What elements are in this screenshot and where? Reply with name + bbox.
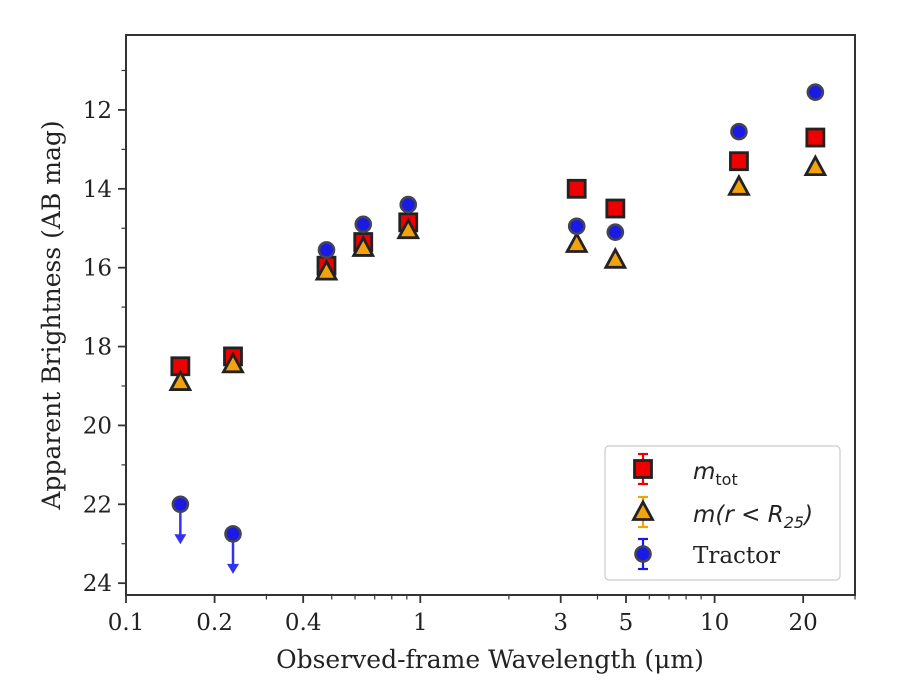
tractor-point bbox=[806, 83, 825, 101]
legend: mtot m(r < R25) Tractor bbox=[604, 445, 841, 581]
legend-entry-mr25: m(r < R25) bbox=[693, 502, 813, 532]
tractor-point bbox=[224, 525, 242, 543]
tractor-point bbox=[567, 217, 586, 236]
mr25-point bbox=[727, 173, 751, 196]
y-tick-label: 18 bbox=[83, 335, 112, 361]
y-axis-label: Apparent Brightness (AB mag) bbox=[37, 120, 66, 510]
x-tick-label: 3 bbox=[553, 610, 568, 636]
y-axis: 12 14 16 18 20 22 24 bbox=[83, 69, 126, 597]
legend-mr25-tail: ) bbox=[802, 502, 813, 528]
tractor-point bbox=[317, 241, 336, 259]
x-tick-label: 10 bbox=[700, 610, 729, 636]
upper-limit-arrow-head bbox=[174, 534, 187, 545]
x-tick-label: 0.4 bbox=[285, 610, 322, 636]
x-axis-label: Observed-frame Wavelength (μm) bbox=[276, 645, 704, 674]
plot-frame bbox=[125, 34, 856, 596]
mr25-point bbox=[168, 369, 193, 391]
x-tick-label: 0.1 bbox=[108, 610, 145, 636]
legend-markers bbox=[631, 452, 655, 571]
tractor-point bbox=[399, 195, 418, 214]
tractor-point bbox=[606, 223, 625, 241]
mr25-point bbox=[351, 235, 376, 257]
data-markers bbox=[168, 83, 828, 574]
mtot-point bbox=[566, 178, 587, 199]
mtot-point bbox=[805, 127, 826, 148]
mr25-point bbox=[803, 154, 828, 177]
tractor-point bbox=[171, 495, 190, 514]
x-axis: 0.1 0.2 0.4 1 3 5 10 20 bbox=[108, 595, 856, 636]
mr25-point bbox=[603, 246, 628, 269]
legend-marker-mtot bbox=[633, 459, 653, 479]
legend-entry-tractor: Tractor bbox=[693, 543, 780, 569]
y-tick-label: 20 bbox=[83, 413, 112, 439]
upper-limit-arrow-head bbox=[227, 563, 240, 574]
mr25-point bbox=[221, 351, 245, 374]
legend-marker-mr25 bbox=[631, 499, 655, 521]
x-tick-label: 20 bbox=[789, 610, 818, 636]
legend-mtot-main: m bbox=[693, 459, 715, 485]
legend-mtot-sub: tot bbox=[715, 470, 737, 489]
x-tick-label: 1 bbox=[413, 610, 428, 636]
y-tick-label: 14 bbox=[83, 177, 112, 203]
legend-mr25-main: m(r < R bbox=[693, 502, 784, 528]
y-tick-label: 12 bbox=[83, 98, 112, 124]
y-tick-label: 22 bbox=[83, 492, 112, 518]
mtot-point bbox=[729, 151, 749, 172]
y-tick-label: 24 bbox=[83, 571, 112, 597]
x-tick-label: 5 bbox=[619, 610, 634, 636]
legend-marker-tractor bbox=[634, 545, 652, 563]
mr25-point bbox=[396, 217, 421, 240]
mr25-point bbox=[314, 258, 339, 281]
x-tick-label: 0.2 bbox=[196, 610, 233, 636]
mr25-point bbox=[564, 231, 589, 253]
legend-box bbox=[604, 445, 841, 581]
tractor-point bbox=[354, 215, 373, 234]
legend-mr25-sub: 25 bbox=[784, 513, 804, 532]
y-tick-label: 16 bbox=[83, 256, 112, 282]
legend-entry-mtot: mtot bbox=[693, 459, 738, 489]
mtot-point bbox=[605, 198, 626, 219]
tractor-point bbox=[730, 122, 748, 141]
